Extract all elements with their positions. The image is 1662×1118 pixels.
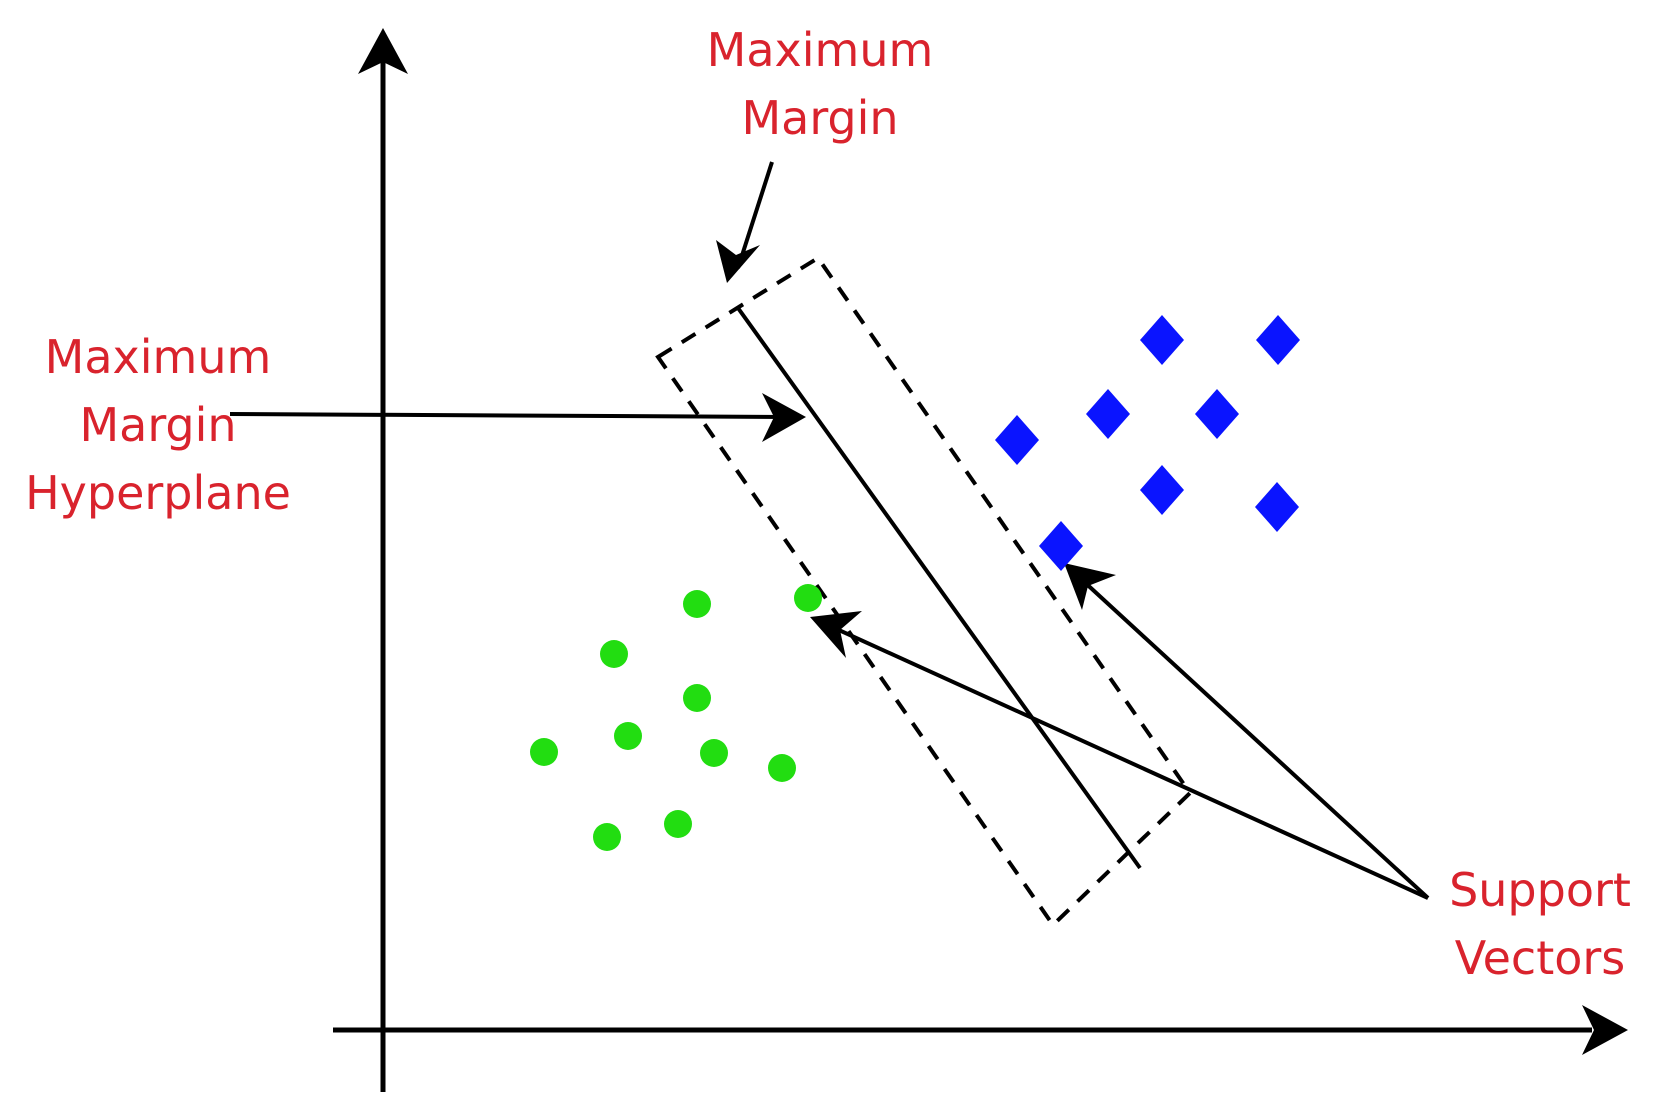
green-point (700, 739, 728, 767)
blue-point (1140, 315, 1184, 365)
green-point (768, 754, 796, 782)
hyperplane-label-line2: Margin (79, 398, 237, 452)
blue-point (1256, 315, 1300, 365)
blue-point (995, 415, 1039, 465)
blue-point (1039, 521, 1083, 571)
arrow-left-label (229, 412, 789, 419)
green-point (794, 584, 822, 612)
arrow-support-vector-blue-head (1064, 563, 1116, 610)
green-point (614, 722, 642, 750)
annotation-arrows (229, 161, 1430, 900)
maximum-margin-label-line1: Maximum (706, 23, 934, 77)
support-vectors-label-line2: Vectors (1454, 931, 1626, 985)
hyperplane-line (736, 306, 1142, 870)
maximum-margin-label-line2: Margin (741, 91, 899, 145)
blue-point (1086, 389, 1130, 439)
blue-class-points (995, 315, 1300, 571)
green-point (593, 823, 621, 851)
hyperplane-label: Maximum Margin Hyperplane (18, 323, 298, 527)
support-vectors-label-line1: Support (1449, 863, 1631, 917)
arrow-support-vector-green-head (810, 611, 862, 658)
blue-point (1255, 482, 1299, 532)
blue-point (1140, 465, 1184, 515)
support-vectors-label: Support Vectors (1440, 856, 1640, 992)
green-point (664, 810, 692, 838)
x-axis-arrowhead (1582, 1005, 1628, 1055)
blue-point (1195, 389, 1239, 439)
arrow-support-vector-blue (1078, 576, 1430, 900)
hyperplane-label-line1: Maximum (44, 330, 272, 384)
y-axis-arrowhead (358, 28, 408, 74)
green-point (683, 684, 711, 712)
arrow-support-vector-green (829, 624, 1429, 900)
green-point (683, 590, 711, 618)
green-class-points (530, 584, 822, 851)
arrow-top-label (736, 161, 774, 269)
hyperplane-label-line3: Hyperplane (25, 466, 291, 520)
maximum-margin-label: Maximum Margin (690, 16, 950, 152)
margin-band (655, 255, 1193, 929)
axes (333, 28, 1628, 1092)
arrow-left-label-head (762, 393, 806, 442)
green-point (600, 640, 628, 668)
arrow-top-label-head (716, 240, 760, 283)
green-point (530, 738, 558, 766)
